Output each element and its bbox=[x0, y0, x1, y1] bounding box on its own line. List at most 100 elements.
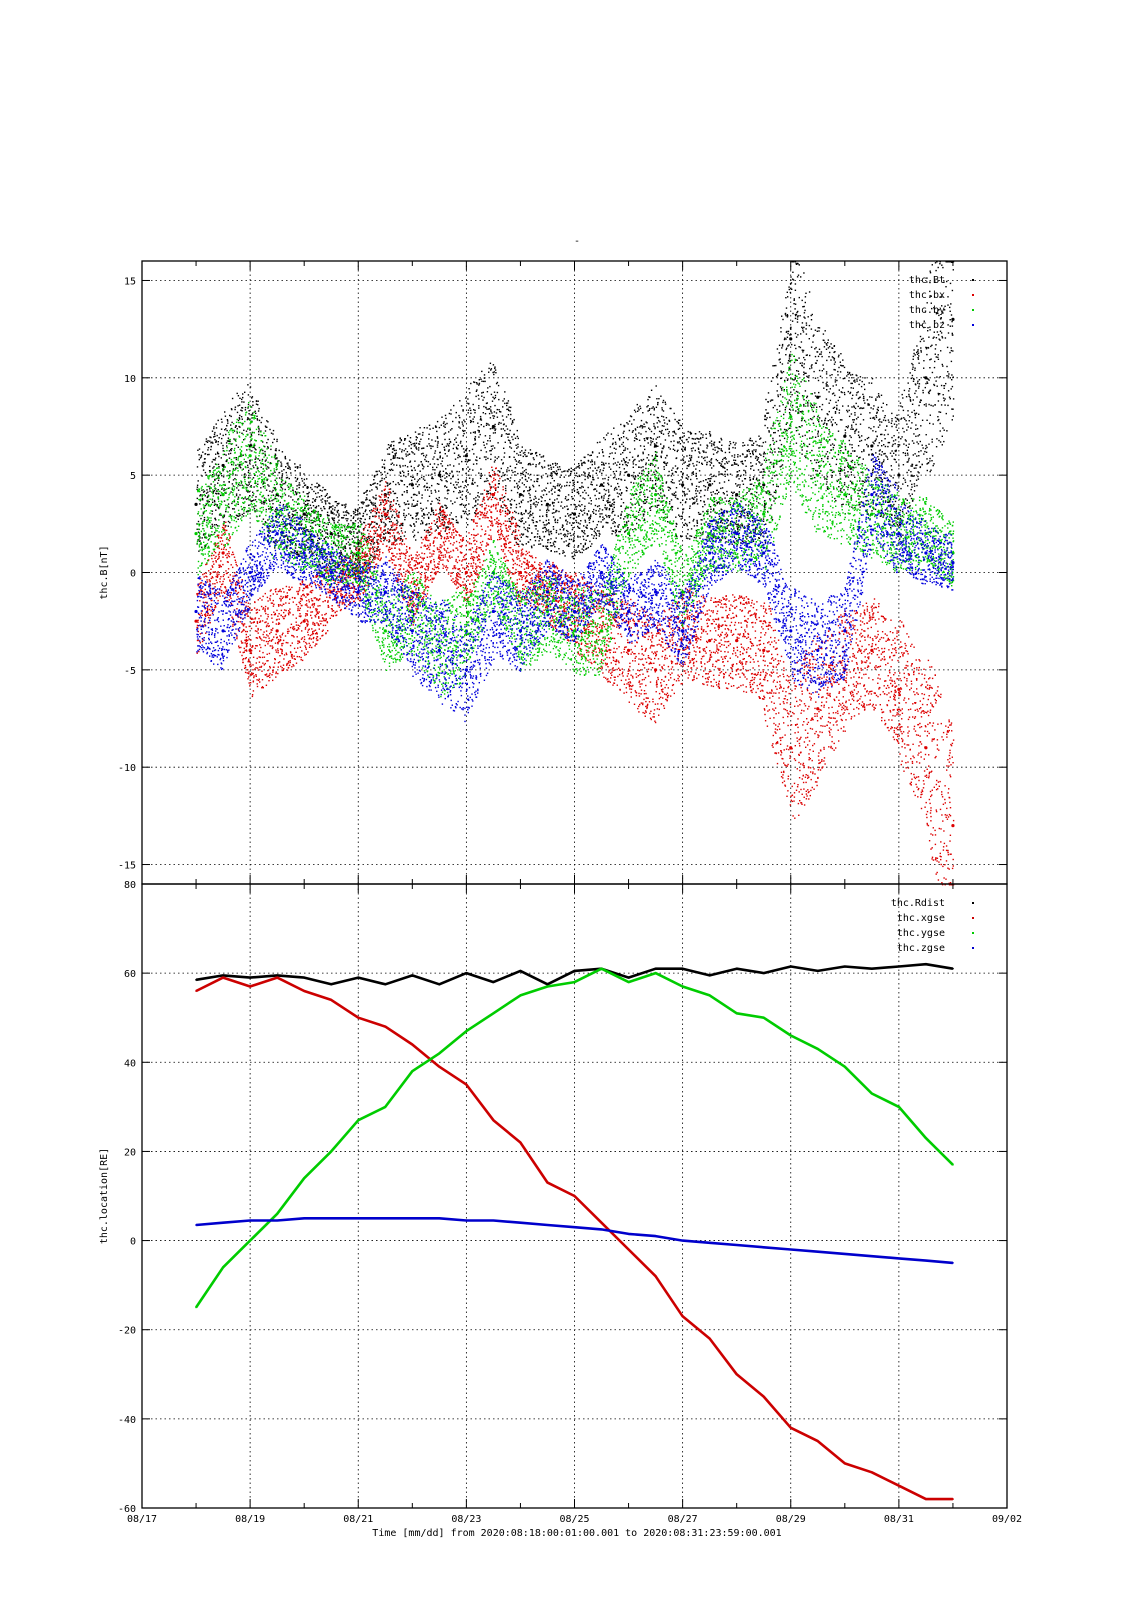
data-point bbox=[897, 1484, 900, 1487]
y-axis-title: thc.B[nT] bbox=[99, 545, 110, 599]
data-point bbox=[600, 1228, 603, 1231]
data-point bbox=[735, 639, 739, 643]
data-point bbox=[195, 1306, 197, 1309]
data-point bbox=[492, 1219, 495, 1222]
series-thc-bxgse bbox=[194, 466, 955, 886]
data-point bbox=[276, 1212, 279, 1215]
data-point bbox=[249, 1219, 252, 1222]
data-point bbox=[519, 994, 522, 997]
data-point bbox=[653, 444, 658, 448]
data-point bbox=[384, 1105, 387, 1108]
y-tick-label: 0 bbox=[130, 569, 136, 580]
data-point bbox=[221, 463, 225, 468]
data-point bbox=[249, 1239, 252, 1242]
data-point bbox=[518, 570, 523, 575]
data-point bbox=[654, 1275, 657, 1278]
data-point bbox=[357, 1119, 360, 1122]
data-point bbox=[276, 974, 279, 977]
data-point bbox=[545, 502, 550, 506]
data-point bbox=[816, 648, 820, 652]
data-point bbox=[302, 619, 306, 623]
data-point bbox=[681, 483, 685, 487]
data-point bbox=[302, 512, 306, 516]
x-tick-label: 09/02 bbox=[992, 1514, 1022, 1525]
data-point bbox=[789, 1248, 792, 1251]
data-point bbox=[708, 639, 712, 643]
data-point bbox=[708, 1337, 711, 1340]
data-point bbox=[653, 493, 658, 497]
y-tick-label: -40 bbox=[118, 1415, 136, 1426]
data-point bbox=[843, 965, 846, 968]
data-point bbox=[572, 629, 577, 633]
data-point bbox=[843, 629, 847, 633]
data-point bbox=[708, 994, 711, 997]
data-point bbox=[708, 974, 711, 977]
data-point bbox=[708, 531, 712, 536]
data-point bbox=[546, 985, 549, 988]
legend-label: thc.bx bbox=[909, 290, 945, 301]
data-point bbox=[194, 502, 198, 506]
legend-label: thc.xgse bbox=[897, 913, 945, 924]
data-point bbox=[843, 1065, 846, 1068]
data-point bbox=[925, 1137, 927, 1139]
x-tick-label: 08/29 bbox=[776, 1514, 806, 1525]
data-point bbox=[384, 1025, 387, 1028]
data-point bbox=[303, 976, 306, 979]
data-point bbox=[303, 1177, 306, 1180]
data-point bbox=[789, 965, 792, 968]
data-point bbox=[843, 434, 847, 438]
legend-label: thc.Rdist bbox=[891, 898, 945, 909]
x-tick-label: 08/31 bbox=[884, 1514, 914, 1525]
x-axis-title: Time [mm/dd] from 2020:08:18:00:01:00.00… bbox=[372, 1528, 781, 1539]
data-point bbox=[303, 1217, 306, 1220]
data-point bbox=[816, 970, 819, 972]
data-point bbox=[789, 1034, 792, 1037]
data-point bbox=[870, 512, 874, 516]
legend-marker bbox=[972, 902, 974, 904]
data-point bbox=[437, 473, 441, 477]
data-point bbox=[626, 473, 631, 477]
x-tick-label: 08/17 bbox=[127, 1514, 157, 1525]
y-tick-label: 5 bbox=[130, 471, 136, 482]
data-point bbox=[330, 1217, 333, 1220]
data-point bbox=[735, 1373, 738, 1376]
data-point bbox=[951, 561, 955, 565]
data-point bbox=[708, 551, 712, 555]
data-point bbox=[410, 483, 414, 487]
data-point bbox=[762, 1246, 765, 1249]
data-point bbox=[600, 1221, 603, 1224]
data-point bbox=[681, 629, 685, 633]
data-point bbox=[816, 473, 820, 477]
data-point bbox=[491, 424, 496, 429]
data-point bbox=[897, 687, 901, 691]
data-point bbox=[411, 974, 414, 977]
data-point bbox=[708, 1241, 711, 1244]
data-point bbox=[438, 1052, 441, 1055]
data-point bbox=[897, 473, 901, 477]
data-point bbox=[816, 1250, 819, 1253]
data-point bbox=[573, 1195, 576, 1197]
data-point bbox=[438, 1217, 441, 1220]
data-point bbox=[518, 629, 523, 633]
data-point bbox=[546, 1181, 549, 1184]
data-point bbox=[384, 1217, 387, 1220]
data-point bbox=[464, 668, 468, 672]
data-point bbox=[195, 990, 197, 992]
data-point bbox=[599, 570, 604, 575]
data-point bbox=[816, 1440, 819, 1443]
data-point bbox=[870, 1255, 873, 1258]
data-point bbox=[897, 1105, 900, 1108]
data-point bbox=[626, 648, 631, 652]
data-point bbox=[248, 648, 252, 652]
data-point bbox=[545, 590, 550, 594]
data-point bbox=[492, 981, 495, 983]
data-point bbox=[681, 1239, 684, 1242]
data-point bbox=[735, 493, 739, 497]
data-point bbox=[194, 619, 198, 623]
data-point bbox=[330, 998, 333, 1001]
data-point bbox=[626, 609, 631, 614]
y-tick-label: 20 bbox=[124, 1147, 136, 1158]
data-point bbox=[762, 972, 765, 975]
y-tick-label: 40 bbox=[124, 1058, 136, 1069]
data-point bbox=[789, 746, 793, 750]
